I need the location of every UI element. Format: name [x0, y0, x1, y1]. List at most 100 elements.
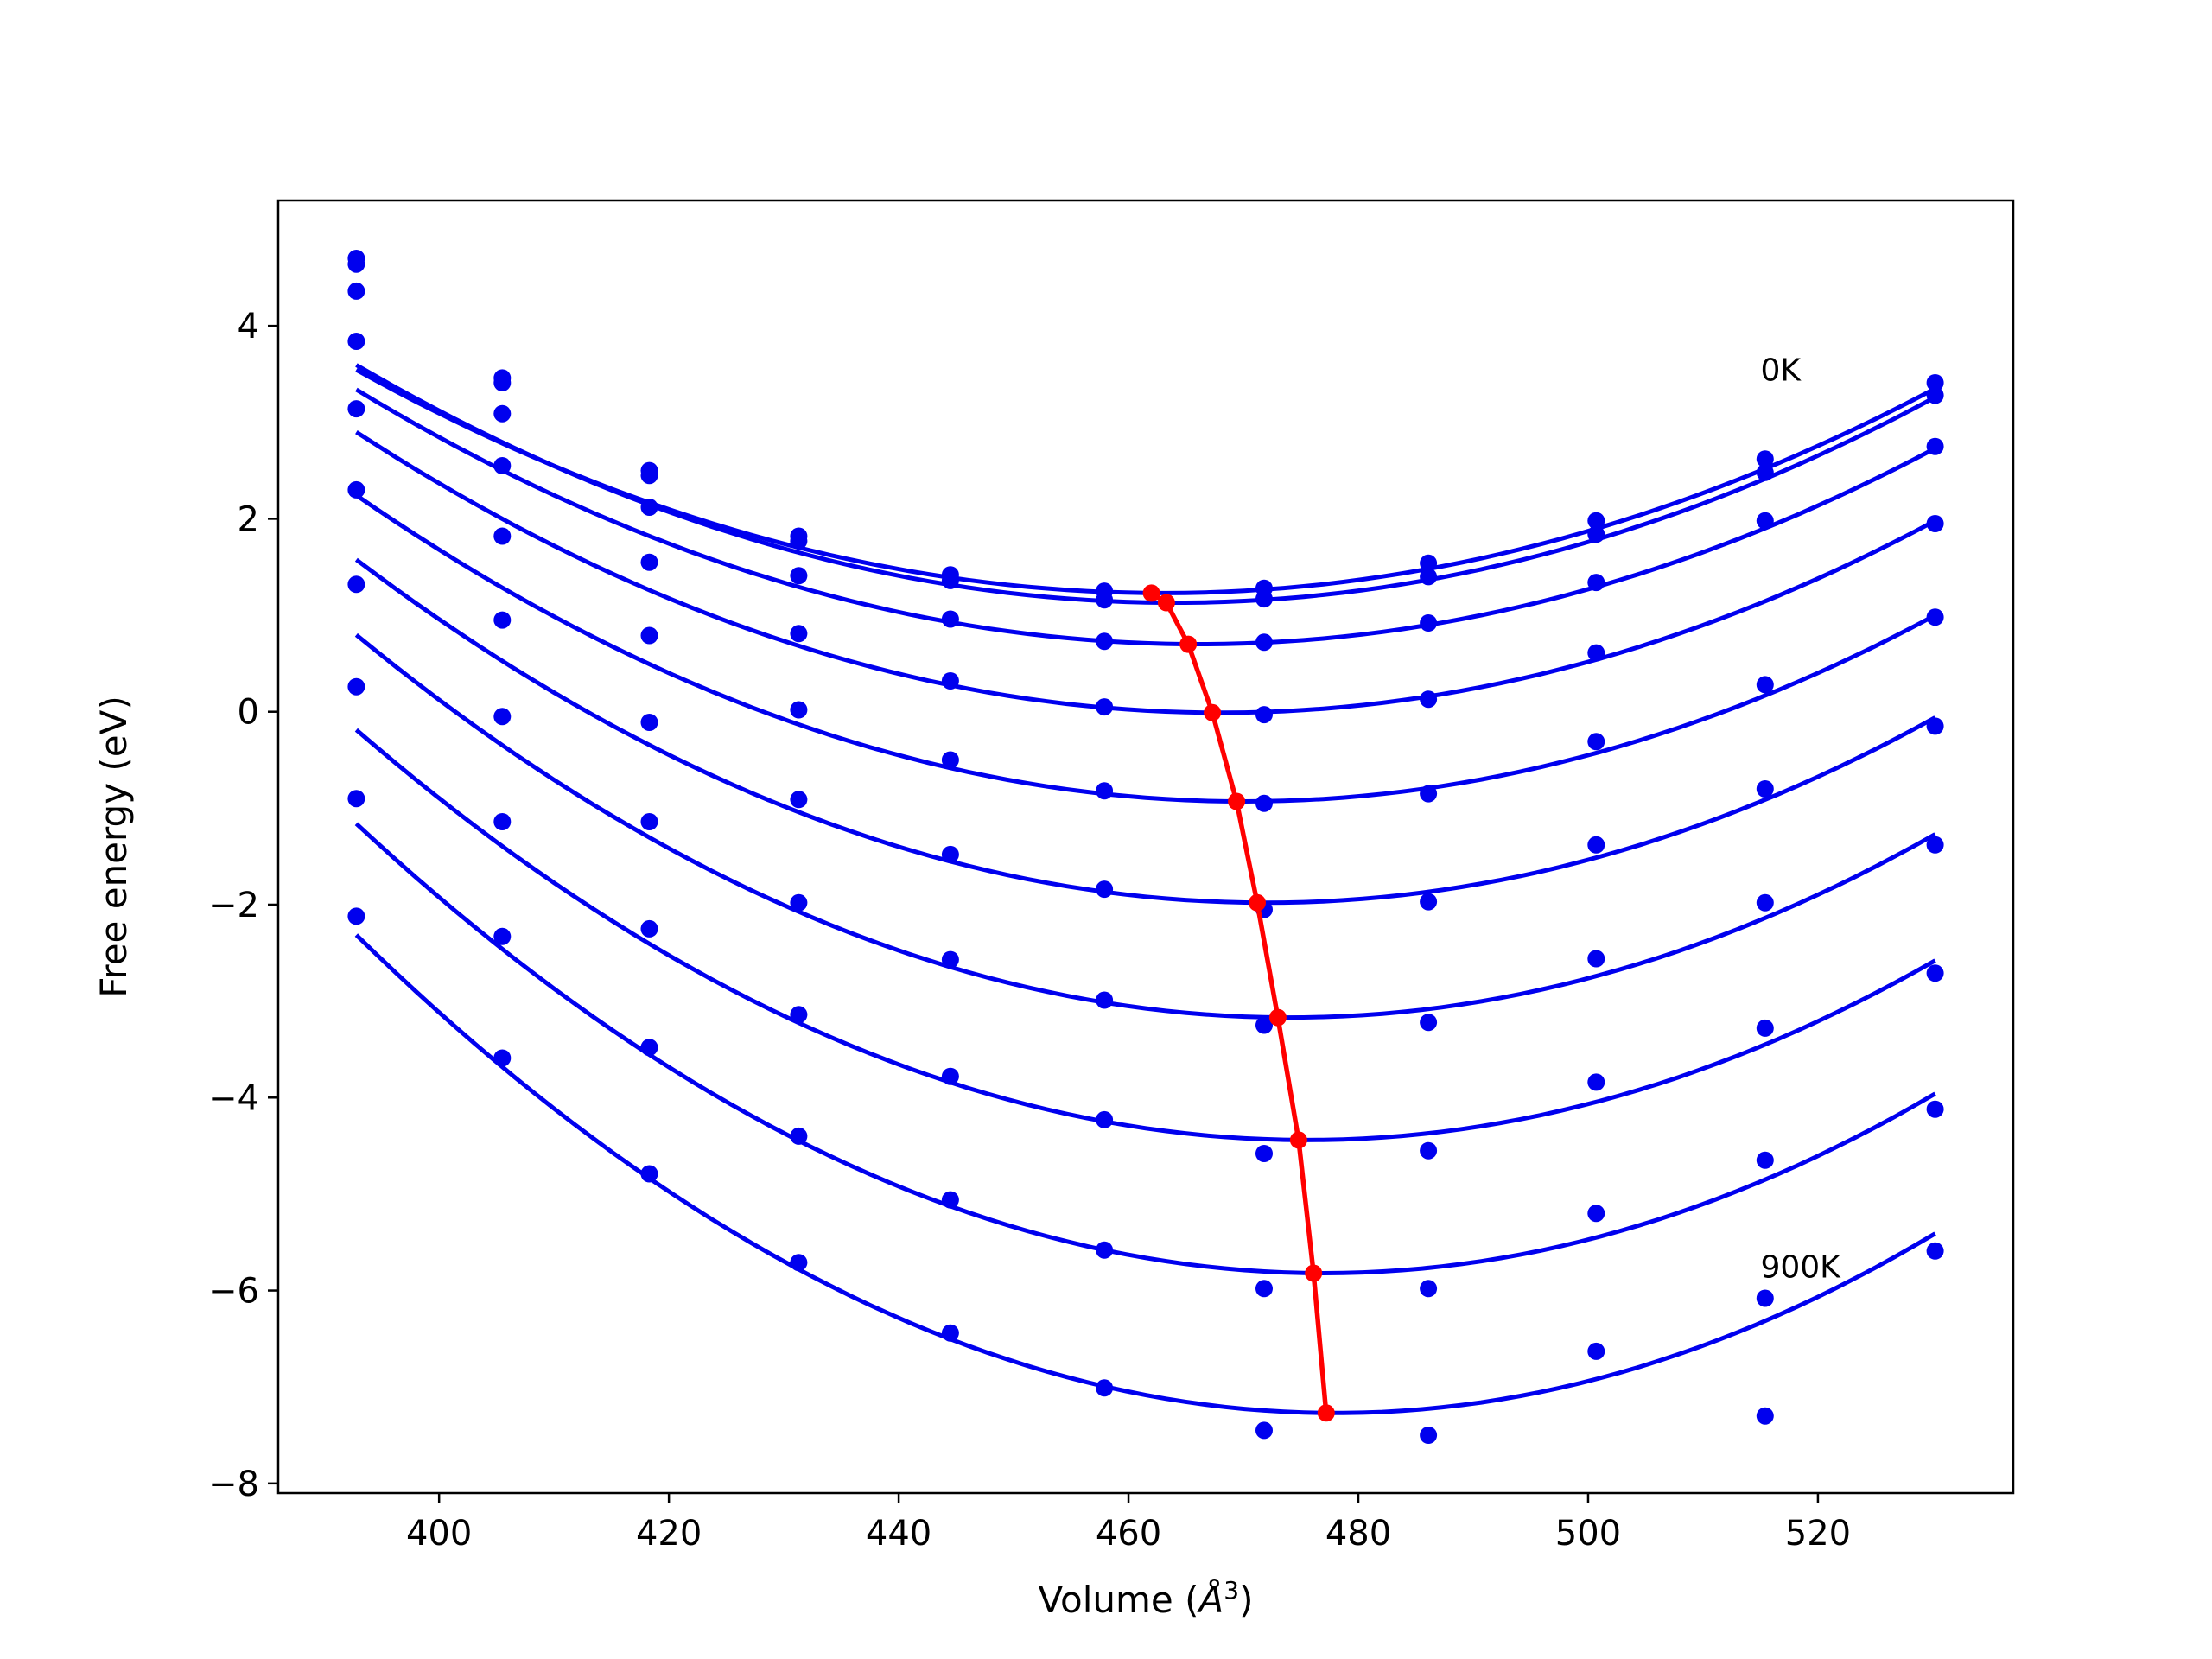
data-point-s5-2	[493, 527, 512, 545]
data-point-s5-8	[1420, 785, 1438, 803]
data-point-s2-3	[640, 467, 658, 485]
data-point-s7-3	[640, 813, 658, 830]
data-point-s9-1	[347, 790, 365, 808]
data-points	[347, 250, 1944, 1444]
data-point-s10-7	[1255, 1421, 1273, 1440]
data-point-s4-11	[1926, 515, 1944, 532]
data-point-s1-9	[1587, 512, 1605, 530]
data-point-s3-5	[941, 610, 959, 628]
data-point-s8-3	[640, 919, 658, 938]
data-point-s8-1	[347, 677, 365, 696]
minimum-point-6	[1249, 893, 1266, 912]
x-tick-label-480: 480	[1325, 1514, 1391, 1554]
annotations: 0K 900K	[1760, 353, 1841, 1285]
plot-frame	[276, 199, 2015, 1495]
data-point-s3-2	[493, 404, 512, 423]
x-axis-label-suffix: )	[1239, 1579, 1253, 1621]
data-point-s6-1	[347, 480, 365, 499]
data-point-s4-1	[347, 333, 365, 350]
y-tick-label--2: −2	[208, 886, 259, 925]
data-point-s10-11	[1926, 1242, 1944, 1260]
y-axis-ticks: −8 −6 −4 −2 0 2 4	[208, 307, 278, 1504]
data-point-s6-8	[1420, 893, 1438, 911]
data-point-s3-9	[1587, 574, 1605, 592]
data-point-s9-8	[1420, 1280, 1438, 1298]
data-point-s2-6	[1096, 591, 1114, 609]
y-tick-label--8: −8	[208, 1465, 259, 1504]
data-point-s8-8	[1420, 1141, 1438, 1160]
data-point-s6-6	[1096, 880, 1114, 899]
data-point-s2-9	[1587, 525, 1605, 543]
data-point-s2-1	[347, 255, 365, 273]
data-point-s6-4	[790, 791, 808, 809]
data-point-s7-6	[1096, 991, 1114, 1009]
data-point-s7-8	[1420, 1014, 1438, 1032]
data-point-s4-5	[941, 672, 959, 690]
y-tick-label-4: 4	[238, 307, 259, 346]
data-point-s4-7	[1255, 706, 1273, 724]
minimum-point-1	[1142, 584, 1160, 602]
data-point-s3-11	[1926, 437, 1944, 455]
data-point-s7-9	[1587, 950, 1605, 968]
y-tick-label-0: 0	[238, 693, 259, 733]
data-point-s7-1	[347, 575, 365, 594]
y-tick-label--6: −6	[208, 1272, 259, 1312]
fit-curves	[354, 363, 1936, 1415]
data-point-s9-9	[1587, 1205, 1605, 1223]
minimum-point-5	[1228, 792, 1246, 810]
data-point-s5-3	[640, 626, 658, 645]
data-point-s4-9	[1587, 644, 1605, 662]
data-point-s2-5	[941, 571, 959, 589]
data-point-s6-11	[1926, 717, 1944, 735]
data-point-s10-2	[493, 1049, 512, 1067]
data-point-s8-2	[493, 813, 512, 830]
x-tick-label-420: 420	[636, 1514, 702, 1554]
data-point-s6-10	[1756, 893, 1774, 912]
fit-curve-7	[354, 632, 1936, 1020]
data-point-s8-11	[1926, 964, 1944, 982]
data-point-s10-8	[1420, 1427, 1438, 1444]
x-axis-label-prefix: Volume (	[1039, 1579, 1199, 1621]
x-axis-label-symbol: Å	[1197, 1578, 1224, 1621]
data-point-s1-8	[1420, 554, 1438, 572]
minimum-point-3	[1179, 635, 1198, 653]
data-point-s3-10	[1756, 512, 1774, 530]
data-point-s3-6	[1096, 632, 1114, 651]
x-tick-label-460: 460	[1096, 1514, 1161, 1554]
x-axis-label-superscript: 3	[1224, 1576, 1239, 1605]
minimum-point-4	[1204, 703, 1222, 721]
data-point-s10-9	[1587, 1342, 1605, 1360]
data-point-s10-3	[640, 1165, 658, 1183]
data-point-s4-4	[790, 625, 808, 643]
data-point-s2-8	[1420, 568, 1438, 586]
data-point-s1-11	[1926, 374, 1944, 391]
data-point-s9-3	[640, 1039, 658, 1057]
data-point-s5-1	[347, 400, 365, 418]
fit-curve-10	[354, 933, 1936, 1415]
data-point-s3-3	[640, 499, 658, 516]
x-axis-ticks: 400 420 440 460 480 500 520	[406, 1493, 1851, 1554]
fit-curve-4	[355, 429, 1936, 715]
data-point-s10-1	[347, 907, 365, 925]
data-point-s3-1	[347, 282, 365, 300]
fit-curve-6	[354, 557, 1936, 906]
data-point-s2-2	[493, 374, 512, 391]
data-point-s5-5	[941, 751, 959, 769]
data-point-s2-7	[1255, 590, 1273, 608]
data-point-s4-6	[1096, 698, 1114, 716]
fit-curve-2	[355, 363, 1936, 605]
minimum-line	[1150, 591, 1329, 1414]
data-point-s2-11	[1926, 386, 1944, 404]
y-tick-label--4: −4	[208, 1078, 259, 1118]
data-point-s8-5	[941, 1067, 959, 1085]
data-point-s9-11	[1926, 1100, 1944, 1118]
data-point-s2-4	[790, 532, 808, 550]
data-point-s7-10	[1756, 1019, 1774, 1037]
data-point-s5-11	[1926, 608, 1944, 626]
y-axis-label: Free energy (eV)	[92, 696, 135, 998]
data-point-s3-8	[1420, 614, 1438, 632]
x-tick-label-520: 520	[1785, 1514, 1851, 1554]
minimum-point-2	[1157, 594, 1175, 612]
